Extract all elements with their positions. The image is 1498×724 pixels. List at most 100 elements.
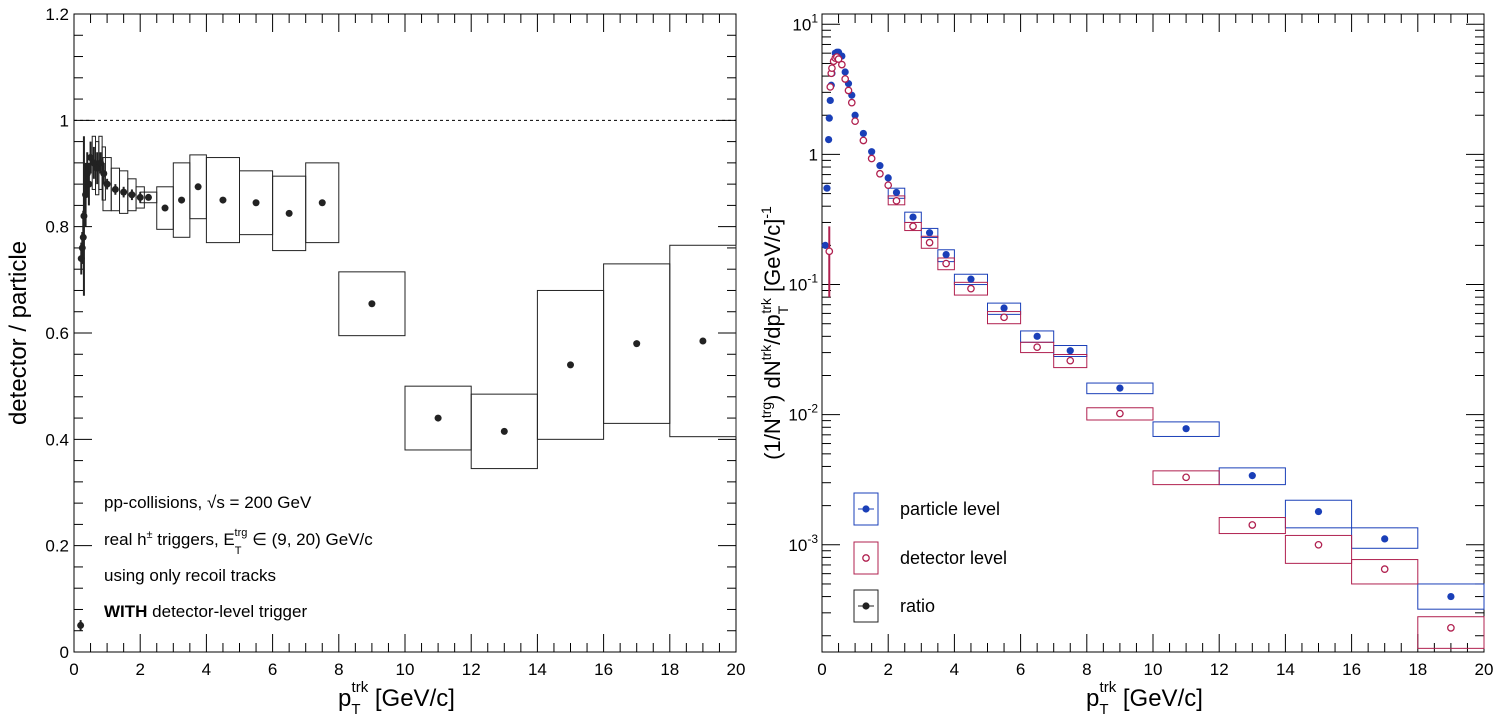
y-tick-label: 0.2	[45, 537, 69, 556]
right-syst-boxes	[887, 187, 1485, 649]
particle-level-syst-box	[1417, 583, 1485, 610]
ratio-point	[368, 300, 376, 308]
x-tick-label: 4	[950, 660, 959, 679]
x-tick-label: 0	[69, 660, 78, 679]
legend-box-2	[853, 589, 879, 623]
particle-level-point	[1116, 384, 1124, 392]
particle-level-point	[909, 213, 917, 221]
legend-label-1: detector level	[900, 548, 1007, 568]
legend-box-1	[853, 541, 879, 575]
ratio-point	[85, 180, 93, 188]
particle-level-point	[1066, 347, 1074, 355]
ratio-point	[87, 154, 95, 162]
particle-level-point	[851, 111, 859, 119]
detector-level-point	[834, 55, 843, 63]
x-tick-label: 8	[334, 660, 343, 679]
y-tick-label: 1	[60, 111, 69, 130]
detector-level-point	[876, 169, 884, 178]
x-tick-label: 14	[528, 660, 547, 679]
particle-level-point	[826, 96, 834, 105]
legend-marker-0	[862, 505, 870, 513]
particle-level-point	[859, 129, 867, 138]
x-tick-label: 4	[202, 660, 211, 679]
detector-level-syst-box	[1086, 407, 1154, 421]
y-tick-label: 101	[792, 11, 818, 34]
ratio-point	[699, 337, 707, 345]
particle-level-point	[942, 250, 950, 259]
legend-label-2: ratio	[900, 596, 935, 616]
x-tick-label: 14	[1276, 660, 1295, 679]
particle-level-point	[821, 241, 829, 249]
x-tick-label: 12	[1210, 660, 1229, 679]
particle-level-point	[1033, 332, 1041, 340]
detector-level-syst-box	[904, 221, 922, 232]
y-tick-label: 0.6	[45, 324, 69, 343]
ratio-syst-box	[338, 271, 406, 337]
right-x-ticks: 0 2 4 6 8 10 12 14 16 18 20	[817, 14, 1493, 679]
particle-level-point	[967, 275, 975, 283]
left-x-ticks: 0 2 4 6 8 10 12 14 16 18 20	[69, 14, 745, 679]
ratio-point	[633, 340, 641, 348]
ratio-point	[219, 196, 227, 204]
left-data-points	[77, 136, 707, 631]
ratio-point	[285, 209, 293, 217]
particle-level-point	[925, 229, 934, 237]
ratio-syst-box	[135, 186, 145, 209]
ratio-point	[567, 361, 574, 369]
particle-level-syst-box	[1284, 499, 1353, 529]
detector-level-point	[1033, 343, 1042, 352]
particle-level-point	[1381, 535, 1389, 543]
y-tick-label: 1	[809, 145, 818, 164]
ratio-point	[93, 164, 101, 172]
x-tick-label: 12	[462, 660, 481, 679]
ratio-panel: 0 2 4 6 8 10 12 14 16 18 20 0 0.2 0.4 0.6 0.8 1 1.2 dete…	[5, 5, 745, 718]
y-tick-label: 1.2	[45, 5, 69, 24]
ratio-point	[194, 183, 202, 191]
x-tick-label: 2	[135, 660, 144, 679]
detector-level-point	[1447, 623, 1455, 632]
detector-level-point	[1314, 540, 1323, 549]
detector-level-point	[851, 117, 859, 126]
detector-level-point	[847, 98, 856, 107]
ratio-point	[103, 180, 111, 188]
x-tick-label: 10	[396, 660, 415, 679]
detector-level-point	[841, 75, 850, 83]
ratio-point	[136, 193, 144, 201]
ratio-point	[434, 414, 442, 422]
particle-level-syst-box	[1086, 382, 1154, 395]
detector-level-point	[838, 60, 846, 69]
annotation-block: pp-collisions, √s = 200 GeV real h± trig…	[104, 493, 373, 621]
detector-level-point	[844, 86, 853, 95]
ratio-point	[178, 196, 186, 204]
particle-level-point	[1182, 425, 1190, 433]
detector-level-point	[884, 181, 893, 190]
y-tick-label: 0	[60, 643, 69, 662]
particle-level-point	[823, 184, 831, 192]
x-tick-label: 20	[727, 660, 746, 679]
particle-level-point	[1447, 592, 1455, 601]
detector-level-syst-box	[1152, 470, 1220, 486]
x-tick-label: 18	[660, 660, 679, 679]
x-tick-label: 0	[817, 660, 826, 679]
particle-level-point	[825, 114, 833, 122]
particle-level-point	[841, 68, 849, 76]
particle-level-point	[1000, 304, 1008, 312]
detector-level-point	[925, 238, 934, 247]
particle-level-point	[884, 174, 892, 182]
y-tick-label: 10-1	[788, 272, 818, 295]
detector-level-point	[1116, 409, 1124, 418]
right-x-axis-label: pTtrk [GeV/c]	[1086, 679, 1203, 718]
y-tick-label: 0.8	[45, 218, 69, 237]
x-tick-label: 20	[1475, 660, 1494, 679]
ratio-point	[90, 159, 98, 167]
particle-level-point	[876, 162, 884, 170]
ratio-point	[500, 427, 508, 435]
particle-level-syst-box	[1152, 421, 1220, 437]
x-tick-label: 2	[883, 660, 892, 679]
detector-level-syst-box	[1284, 534, 1353, 564]
ratio-point	[252, 199, 260, 207]
detector-level-point	[1182, 473, 1190, 482]
ratio-point	[111, 185, 119, 193]
detector-level-point	[1380, 565, 1389, 573]
